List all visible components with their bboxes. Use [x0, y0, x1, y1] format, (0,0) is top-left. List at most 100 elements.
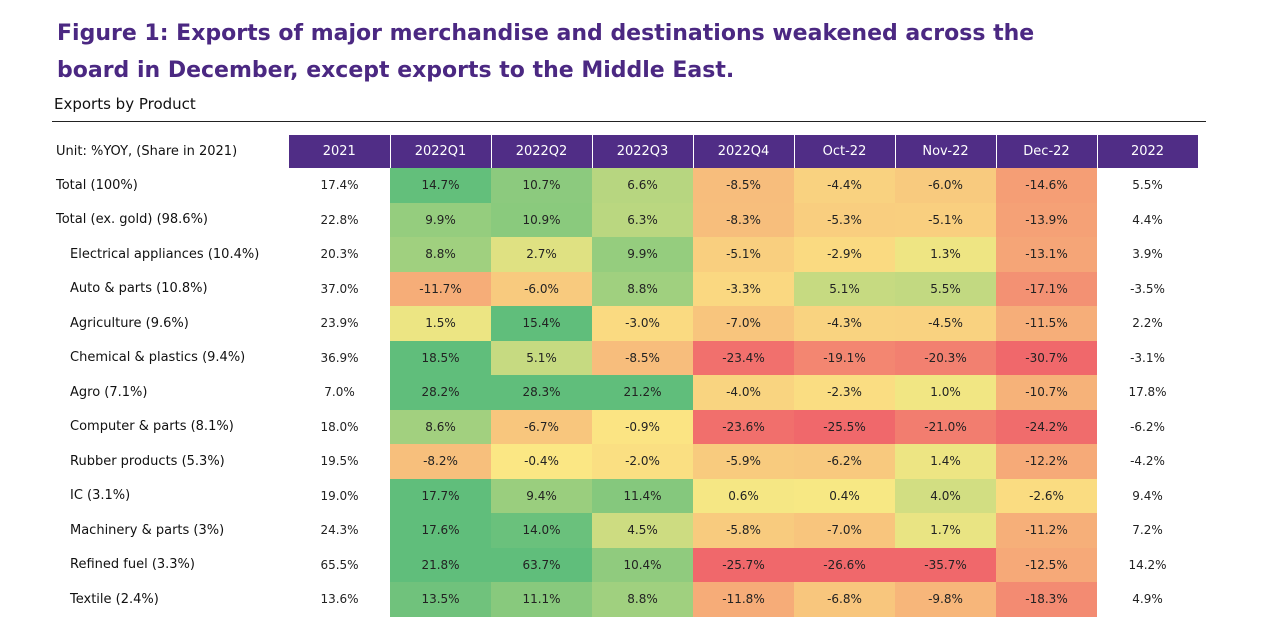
- row-label: Textile (2.4%): [70, 591, 159, 607]
- value-cell: -3.3%: [693, 271, 794, 306]
- value-cell: -4.0%: [693, 375, 794, 410]
- value-cell: -14.6%: [996, 168, 1097, 203]
- value-cell: 1.7%: [895, 513, 996, 548]
- value-cell: -21.0%: [895, 409, 996, 444]
- value-cell: 14.2%: [1097, 547, 1198, 582]
- column-header: Oct-22: [794, 135, 896, 168]
- header-row: Unit: %YOY, (Share in 2021) 2021 2022Q1 …: [52, 135, 1199, 168]
- value-cell: -5.8%: [693, 513, 794, 548]
- value-cell: -7.0%: [794, 513, 895, 548]
- value-cell: 8.8%: [592, 271, 693, 306]
- value-cell: -5.9%: [693, 444, 794, 479]
- column-header: 2022Q1: [390, 135, 492, 168]
- value-cell: 13.6%: [289, 582, 390, 617]
- value-cell: 3.9%: [1097, 237, 1198, 272]
- row-label: Computer & parts (8.1%): [70, 419, 234, 435]
- value-cell: 21.2%: [592, 375, 693, 410]
- value-cell: 2.7%: [491, 237, 592, 272]
- value-cell: -17.1%: [996, 271, 1097, 306]
- value-cell: 7.2%: [1097, 513, 1198, 548]
- value-cell: -25.7%: [693, 547, 794, 582]
- table-row: Textile (2.4%) 13.6% 13.5% 11.1% 8.8% -11.8% -…: [52, 582, 1198, 617]
- value-cell: 1.5%: [390, 306, 491, 341]
- value-cell: -20.3%: [895, 340, 996, 375]
- value-cell: -10.7%: [996, 375, 1097, 410]
- row-label: Refined fuel (3.3%): [70, 557, 195, 573]
- value-cell: 10.9%: [491, 202, 592, 237]
- value-cell: 18.5%: [390, 340, 491, 375]
- value-cell: 24.3%: [289, 513, 390, 548]
- value-cell: 9.4%: [491, 478, 592, 513]
- value-cell: -23.6%: [693, 409, 794, 444]
- value-cell: -6.2%: [1097, 409, 1198, 444]
- table-body: Total (100%) 17.4% 14.7% 10.7% 6.6% -8.5% -4.4…: [52, 168, 1198, 617]
- value-cell: -2.6%: [996, 478, 1097, 513]
- table-row: Electrical appliances (10.4%) 20.3% 8.8% 2.…: [52, 237, 1198, 272]
- value-cell: -8.2%: [390, 444, 491, 479]
- exports-heatmap-table: Unit: %YOY, (Share in 2021) 2021 2022Q1 …: [52, 135, 1199, 617]
- value-cell: 17.8%: [1097, 375, 1198, 410]
- value-cell: -0.4%: [491, 444, 592, 479]
- value-cell: -6.0%: [895, 168, 996, 203]
- value-cell: 4.9%: [1097, 582, 1198, 617]
- value-cell: 17.6%: [390, 513, 491, 548]
- value-cell: 0.6%: [693, 478, 794, 513]
- column-header: Nov-22: [895, 135, 997, 168]
- value-cell: -2.0%: [592, 444, 693, 479]
- value-cell: 17.7%: [390, 478, 491, 513]
- value-cell: 18.0%: [289, 409, 390, 444]
- value-cell: -23.4%: [693, 340, 794, 375]
- row-label: Agriculture (9.6%): [70, 315, 189, 331]
- value-cell: -12.5%: [996, 547, 1097, 582]
- value-cell: -3.5%: [1097, 271, 1198, 306]
- value-cell: 4.5%: [592, 513, 693, 548]
- value-cell: 14.0%: [491, 513, 592, 548]
- table-row: IC (3.1%) 19.0% 17.7% 9.4% 11.4% 0.6% 0.4% 4.0%…: [52, 478, 1198, 513]
- value-cell: 10.7%: [491, 168, 592, 203]
- column-header: 2022Q3: [592, 135, 694, 168]
- value-cell: -2.3%: [794, 375, 895, 410]
- value-cell: 63.7%: [491, 547, 592, 582]
- value-cell: 8.8%: [592, 582, 693, 617]
- divider-line: [52, 121, 1206, 122]
- value-cell: -4.4%: [794, 168, 895, 203]
- row-label: Rubber products (5.3%): [70, 453, 225, 469]
- value-cell: 22.8%: [289, 202, 390, 237]
- value-cell: 28.3%: [491, 375, 592, 410]
- value-cell: -5.1%: [693, 237, 794, 272]
- column-header: 2022Q2: [491, 135, 593, 168]
- value-cell: -6.0%: [491, 271, 592, 306]
- value-cell: 19.0%: [289, 478, 390, 513]
- value-cell: 23.9%: [289, 306, 390, 341]
- value-cell: 9.4%: [1097, 478, 1198, 513]
- value-cell: -30.7%: [996, 340, 1097, 375]
- value-cell: 8.8%: [390, 237, 491, 272]
- value-cell: -4.5%: [895, 306, 996, 341]
- table-row: Machinery & parts (3%) 24.3% 17.6% 14.0% 4.5…: [52, 513, 1198, 548]
- value-cell: 0.4%: [794, 478, 895, 513]
- value-cell: 65.5%: [289, 547, 390, 582]
- table-row: Agriculture (9.6%) 23.9% 1.5% 15.4% -3.0% -7.…: [52, 306, 1198, 341]
- value-cell: -35.7%: [895, 547, 996, 582]
- column-header: 2022: [1097, 135, 1199, 168]
- value-cell: -11.8%: [693, 582, 794, 617]
- row-label: Machinery & parts (3%): [70, 522, 225, 538]
- table-row: Total (ex. gold) (98.6%) 22.8% 9.9% 10.9% 6.…: [52, 202, 1198, 237]
- value-cell: -18.3%: [996, 582, 1097, 617]
- row-label: Total (100%): [56, 177, 138, 193]
- table-row: Computer & parts (8.1%) 18.0% 8.6% -6.7% -0.…: [52, 409, 1198, 444]
- value-cell: -3.1%: [1097, 340, 1198, 375]
- value-cell: -11.7%: [390, 271, 491, 306]
- value-cell: -26.6%: [794, 547, 895, 582]
- value-cell: -8.5%: [693, 168, 794, 203]
- unit-label: Unit: %YOY, (Share in 2021): [56, 144, 238, 159]
- value-cell: -4.3%: [794, 306, 895, 341]
- value-cell: -4.2%: [1097, 444, 1198, 479]
- table-row: Refined fuel (3.3%) 65.5% 21.8% 63.7% 10.4% -…: [52, 547, 1198, 582]
- value-cell: -13.1%: [996, 237, 1097, 272]
- value-cell: -8.5%: [592, 340, 693, 375]
- value-cell: 8.6%: [390, 409, 491, 444]
- value-cell: 7.0%: [289, 375, 390, 410]
- value-cell: -8.3%: [693, 202, 794, 237]
- value-cell: 11.1%: [491, 582, 592, 617]
